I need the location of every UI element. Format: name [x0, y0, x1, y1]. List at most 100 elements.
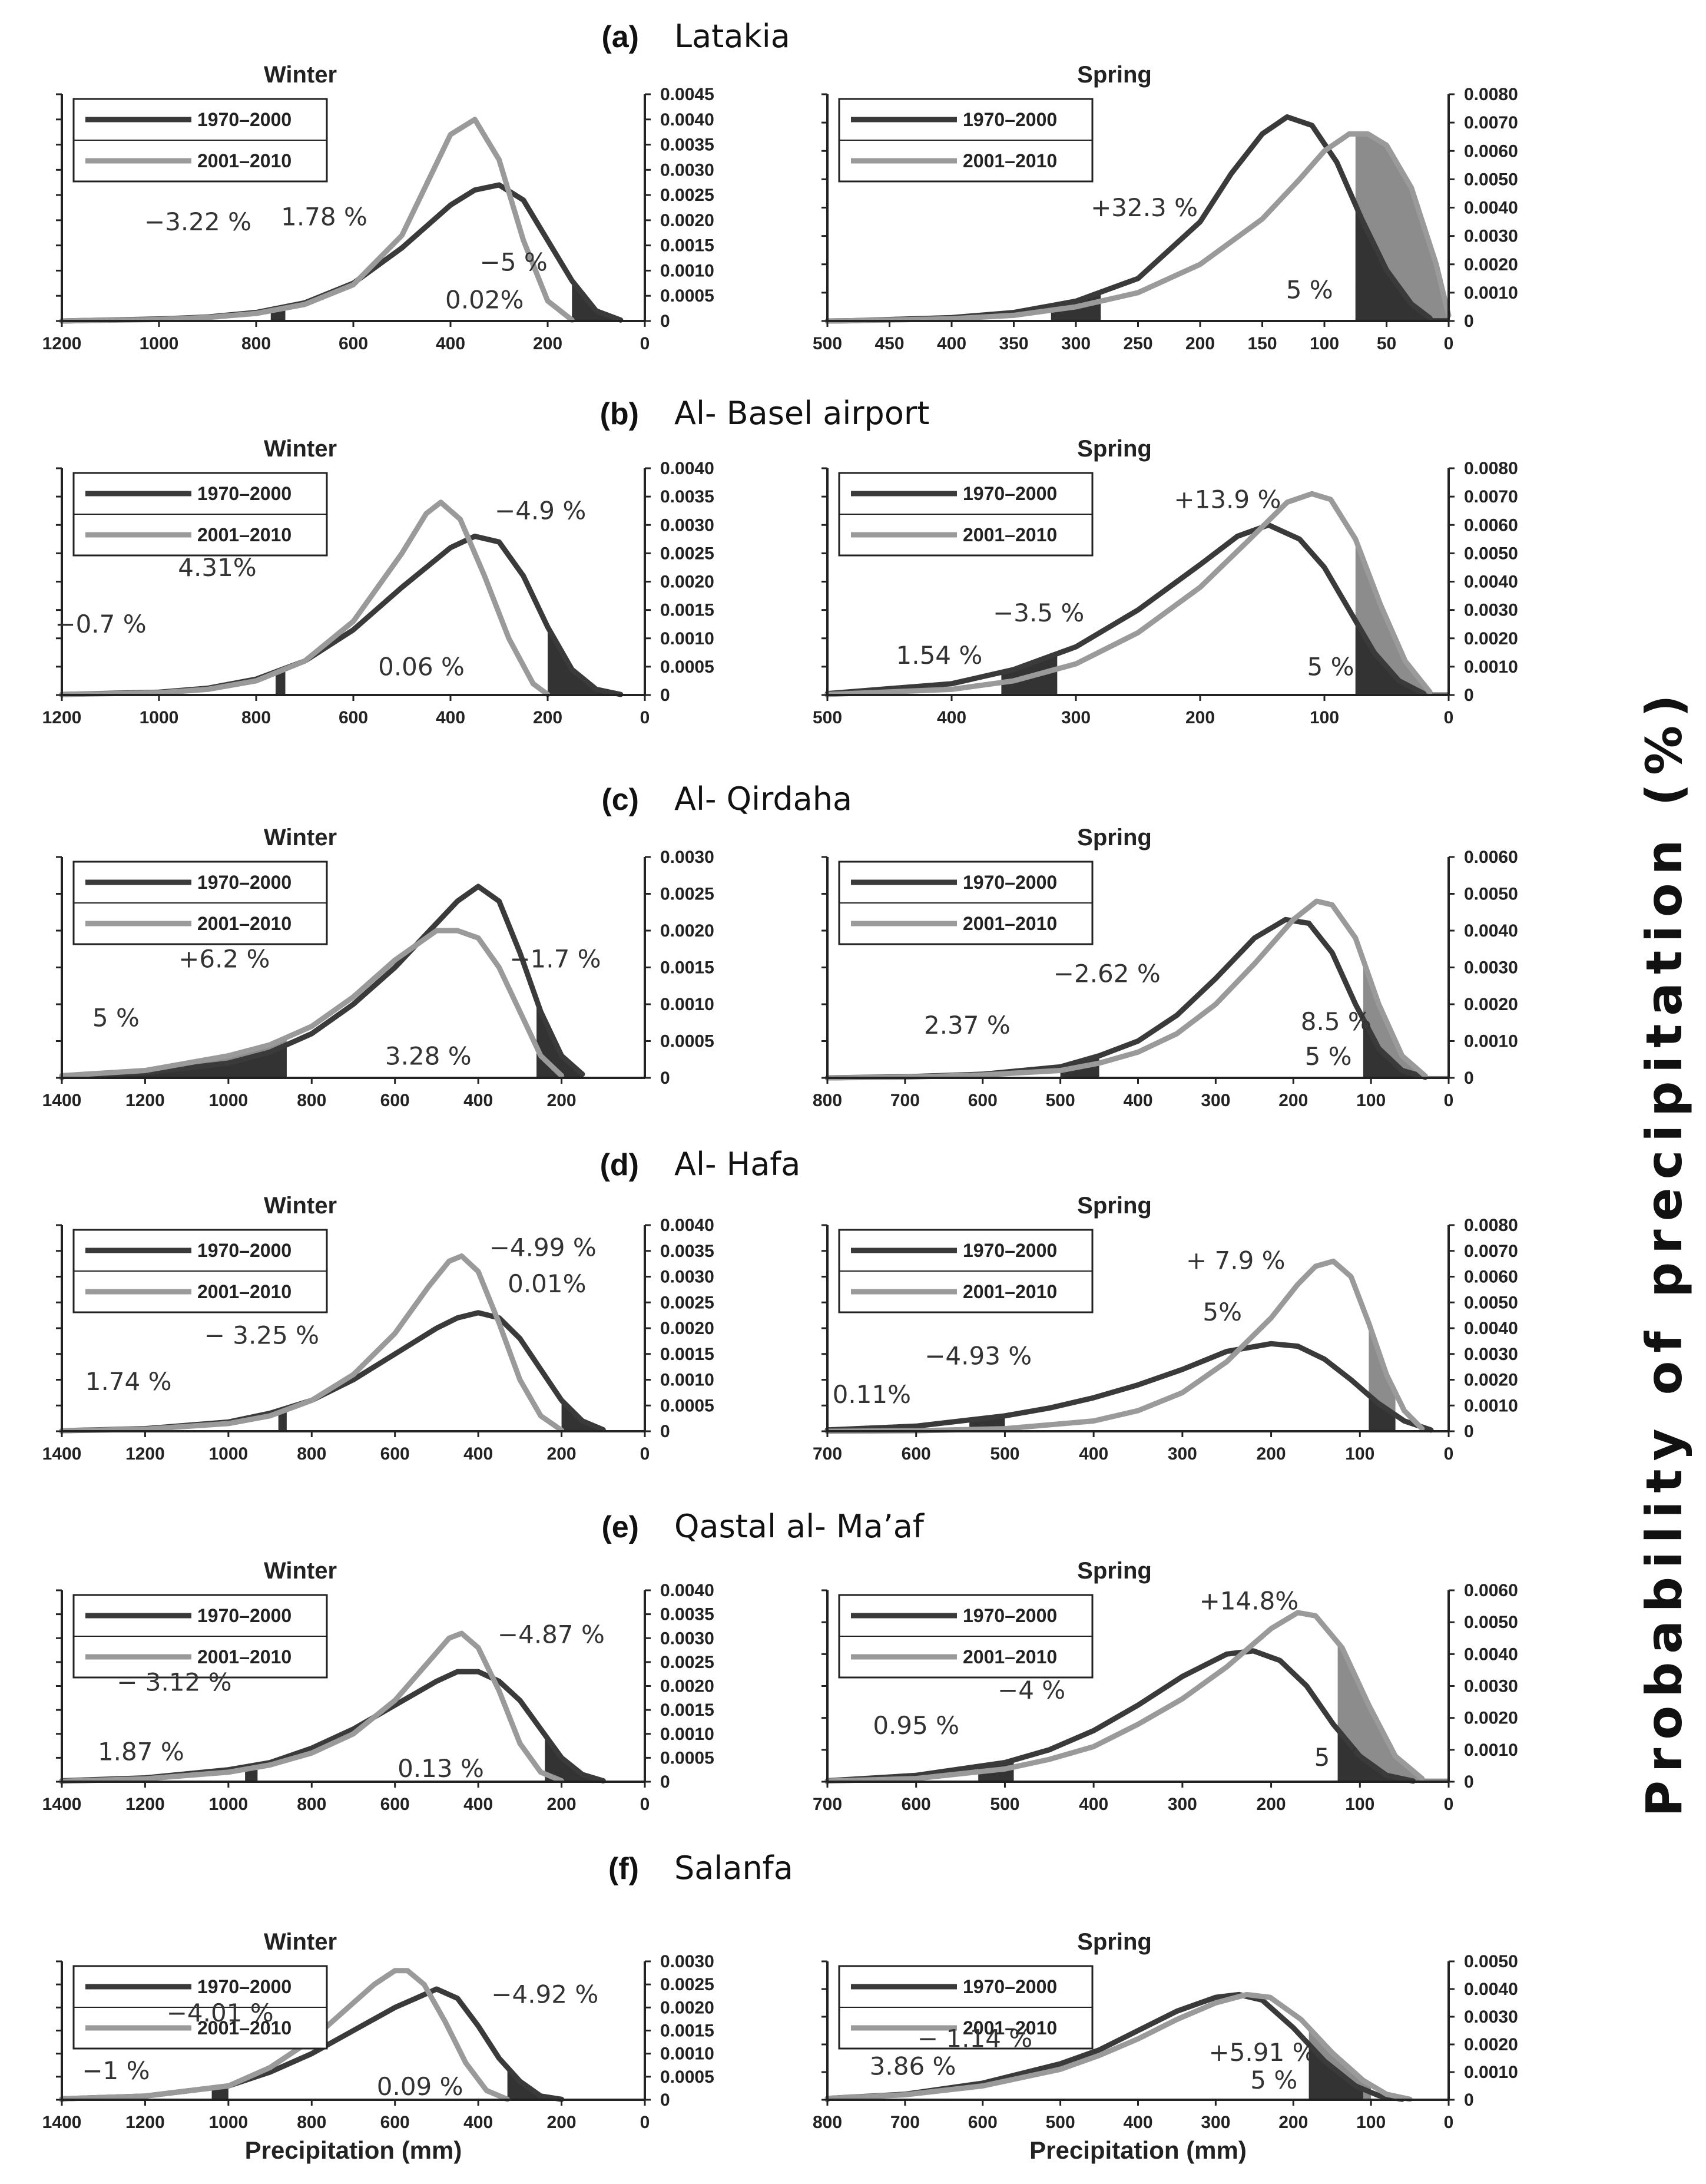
legend: 1970–2000 2001–2010	[838, 1229, 1094, 1313]
y-tick-label: 0.0010	[1464, 1396, 1518, 1415]
percentage-annotation: −0.7 %	[55, 610, 146, 638]
legend: 1970–2000 2001–2010	[838, 1965, 1094, 2050]
shaded-tail-area	[1337, 1642, 1449, 1782]
percentage-annotation: 1.87 %	[98, 1737, 184, 1766]
percentage-annotation: 4.31%	[178, 553, 256, 582]
series-line-1970-2000	[824, 1648, 1416, 1785]
percentage-annotation: 3.28 %	[385, 1042, 472, 1071]
y-tick-label: 0.0050	[1464, 1293, 1518, 1312]
x-tick-label: 800	[297, 1795, 326, 1814]
x-tick-label: 200	[547, 2113, 577, 2132]
y-tick-label: 0.0010	[660, 1371, 714, 1390]
x-tick-label: 800	[813, 1091, 842, 1110]
station-letter: (a)	[601, 20, 639, 54]
x-tick-label: 300	[1168, 1444, 1197, 1464]
percentage-annotation: −1 %	[82, 2056, 150, 2085]
series-line-2001-2010	[59, 499, 551, 698]
x-tick-label: 700	[890, 1091, 920, 1110]
chart-panel-1: Winter 1200 1000 800 600 400 200 00 0.0005 0.0010…	[42, 62, 714, 353]
legend-label: 2001–2010	[197, 2017, 291, 2039]
legend-label: 2001–2010	[197, 524, 291, 545]
legend-label: 2001–2010	[963, 1281, 1057, 1302]
x-tick-label: 400	[937, 708, 966, 727]
percentage-annotation: −4.92 %	[491, 1980, 598, 2009]
x-tick-label: 800	[297, 2113, 326, 2132]
legend-label: 1970–2000	[963, 1976, 1057, 1997]
panel-title: Spring	[1077, 62, 1152, 88]
y-tick-label: 0.0050	[1464, 544, 1518, 563]
legend-label: 2001–2010	[197, 150, 291, 171]
station-letter: (c)	[601, 783, 639, 817]
percentage-annotation: 1.54 %	[896, 641, 983, 670]
x-tick-label: 300	[1168, 1795, 1197, 1814]
x-tick-label: 450	[874, 334, 904, 353]
x-tick-label: 800	[297, 1091, 326, 1110]
y-tick-label: 0.0040	[660, 1581, 714, 1600]
y-tick-label: 0.0040	[660, 110, 714, 130]
x-tick-label: 800	[241, 334, 271, 353]
panel-title: Winter	[264, 825, 337, 851]
x-tick-label: 0	[640, 1795, 650, 1814]
percentage-annotation: − 3.12 %	[117, 1668, 231, 1697]
x-tick-label: 200	[547, 1091, 577, 1110]
y-tick-label: 0.0020	[660, 1998, 714, 2017]
x-tick-label: 1000	[208, 2113, 248, 2132]
series-line-2001-2010	[59, 928, 565, 1081]
x-tick-label: 200	[547, 1444, 577, 1464]
percentage-annotation: −4.93 %	[925, 1341, 1032, 1370]
chart-panel-10: Spring 700 600 500 400 300 200 100 00 0.0010 0.002…	[813, 1558, 1518, 1814]
y-tick-label: 0.0005	[660, 1032, 714, 1051]
y-tick-label: 0.0060	[1464, 1581, 1518, 1600]
y-tick-label: 0.0010	[1464, 657, 1518, 677]
x-tick-label: 0	[1444, 708, 1454, 727]
y-tick-label: 0	[1464, 1068, 1474, 1088]
y-tick-label: 0.0050	[1464, 1613, 1518, 1632]
y-tick-label: 0.0010	[660, 629, 714, 648]
y-tick-label: 0	[660, 1422, 670, 1441]
y-tick-label: 0.0015	[660, 601, 714, 620]
percentage-annotation: 5%	[1203, 1298, 1242, 1326]
x-tick-label: 200	[1185, 708, 1215, 727]
shaded-tail-area	[548, 627, 645, 695]
y-tick-label: 0.0030	[1464, 601, 1518, 620]
legend-label: 2001–2010	[197, 1281, 291, 1302]
y-tick-label: 0.0010	[1464, 283, 1518, 303]
percentage-annotation: +14.8%	[1200, 1587, 1299, 1616]
x-tick-label: 500	[813, 708, 842, 727]
x-tick-label: 100	[1310, 334, 1339, 353]
x-tick-label: 300	[1061, 334, 1091, 353]
shaded-tail-area	[1355, 204, 1449, 321]
x-tick-label: 100	[1345, 1795, 1374, 1814]
x-tick-label: 0	[640, 2113, 650, 2132]
percentage-annotation: −2.62 %	[1054, 959, 1161, 988]
y-tick-label: 0.0020	[1464, 629, 1518, 648]
legend: 1970–2000 2001–2010	[72, 98, 328, 183]
y-tick-label: 0.0015	[660, 958, 714, 978]
percentage-annotation: 0.11%	[833, 1380, 911, 1409]
percentage-annotation: −4.01 %	[167, 1998, 274, 2027]
x-tick-label: 400	[436, 708, 465, 727]
y-tick-label: 0.0035	[660, 1605, 714, 1624]
y-tick-label: 0.0015	[660, 2021, 714, 2041]
y-tick-label: 0.0020	[1464, 995, 1518, 1014]
y-tick-label: 0.0040	[1464, 1644, 1518, 1664]
y-tick-label: 0.0040	[1464, 1319, 1518, 1338]
station-letter: (b)	[600, 397, 639, 431]
shaded-tail-area	[545, 1735, 595, 1782]
y-tick-label: 0.0010	[660, 995, 714, 1014]
y-tick-label: 0.0005	[660, 286, 714, 306]
legend: 1970–2000 2001–2010	[838, 472, 1094, 557]
y-tick-label: 0.0005	[660, 657, 714, 677]
legend: 1970–2000 2001–2010	[838, 861, 1094, 945]
y-tick-label: 0	[1464, 686, 1474, 705]
x-tick-label: 800	[813, 2113, 842, 2132]
percentage-annotation: 5 %	[92, 1004, 140, 1033]
legend-label: 2001–2010	[963, 913, 1057, 934]
x-tick-label: 400	[436, 334, 465, 353]
y-tick-label: 0.0030	[660, 848, 714, 867]
y-tick-label: 0.0030	[660, 1268, 714, 1287]
y-tick-label: 0.0030	[1464, 958, 1518, 978]
percentage-annotation: 0.95 %	[873, 1711, 959, 1740]
